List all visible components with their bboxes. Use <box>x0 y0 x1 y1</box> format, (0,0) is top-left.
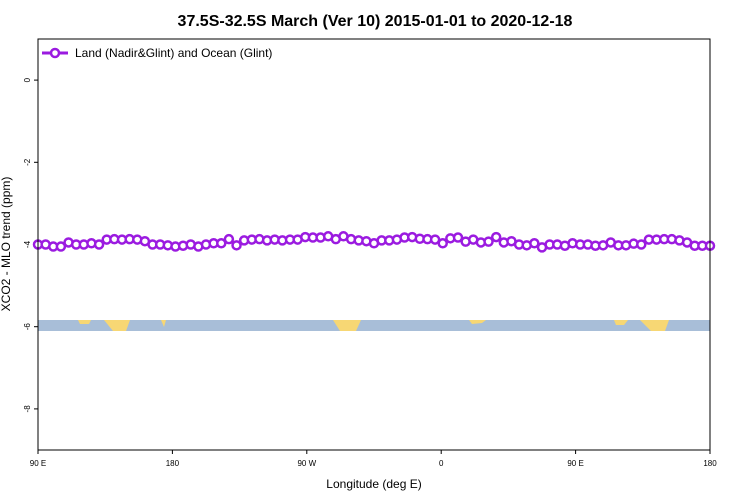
land-patch <box>78 320 91 324</box>
x-tick-label: 90 W <box>297 459 316 468</box>
y-tick-label: -4 <box>23 240 32 248</box>
series-point <box>216 238 227 249</box>
y-axis-label: XCO2 - MLO trend (ppm) <box>0 177 13 312</box>
land-patch <box>614 320 628 325</box>
x-tick-label: 180 <box>166 459 180 468</box>
x-tick-label: 90 E <box>567 459 583 468</box>
legend: Land (Nadir&Glint) and Ocean (Glint) <box>42 46 272 60</box>
legend-label: Land (Nadir&Glint) and Ocean (Glint) <box>75 46 272 60</box>
y-tick-label: 0 <box>23 77 32 82</box>
chart-title: 37.5S-32.5S March (Ver 10) 2015-01-01 to… <box>178 13 573 30</box>
series-point <box>231 240 242 251</box>
series-point <box>490 231 502 243</box>
land-patch <box>161 320 166 327</box>
series-point <box>452 232 464 243</box>
series-point <box>636 239 647 250</box>
y-tick-label: -6 <box>23 323 32 331</box>
x-axis-label: Longitude (deg E) <box>326 477 421 491</box>
series-point <box>483 236 494 247</box>
plot-frame <box>37 38 711 451</box>
x-axis: 90 E 180 90 W 0 90 E 180 <box>30 450 717 468</box>
legend-marker <box>49 47 61 59</box>
x-tick-label: 0 <box>439 459 444 468</box>
series-point <box>223 233 235 245</box>
y-tick-label: -8 <box>23 405 32 413</box>
series-layer <box>32 231 716 253</box>
series-point <box>437 238 448 249</box>
land-patch <box>104 320 130 331</box>
series-point <box>529 238 540 249</box>
land-patch <box>469 320 486 324</box>
land-patch <box>333 320 361 331</box>
x-tick-label: 90 E <box>30 459 46 468</box>
y-axis: 0 -2 -4 -6 -8 <box>23 77 38 412</box>
land-patch <box>640 320 669 331</box>
ocean-band <box>38 320 710 331</box>
x-tick-label: 180 <box>703 459 717 468</box>
series-point <box>55 241 67 252</box>
map-band <box>38 320 710 331</box>
series-point <box>93 239 105 250</box>
y-tick-label: -2 <box>23 158 32 166</box>
